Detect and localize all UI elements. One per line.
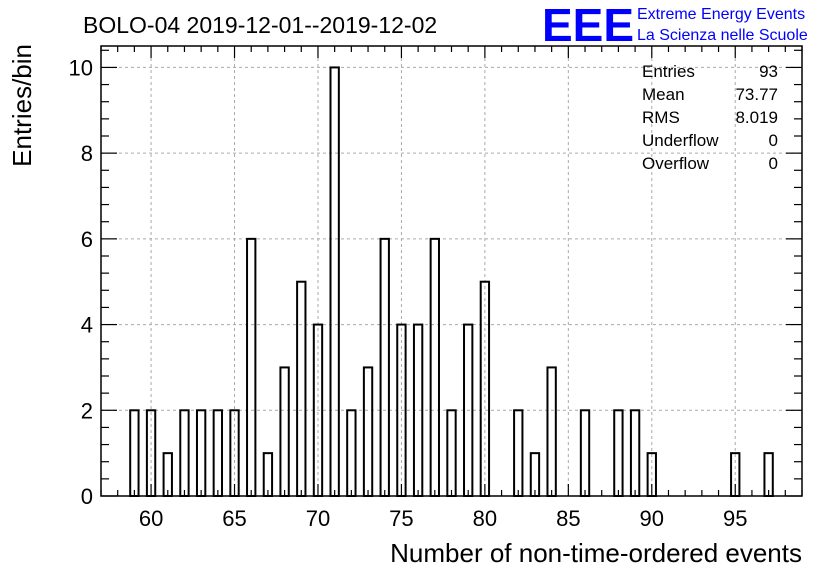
eee-logo: EEE Extreme Energy Events La Scienza nel… xyxy=(542,0,808,51)
histogram-bar xyxy=(529,452,541,497)
x-tick-label: 60 xyxy=(139,506,163,531)
y-tick-label: 8 xyxy=(81,141,93,166)
x-tick-label: 70 xyxy=(306,506,330,531)
stats-overflow-value: 0 xyxy=(769,154,778,173)
stats-rms-value: 8.019 xyxy=(735,108,778,127)
histogram-bar xyxy=(262,452,274,497)
y-axis-label: Entries/bin xyxy=(7,44,37,167)
logo-line-2: La Scienza nelle Scuole xyxy=(637,27,808,44)
stats-entries-label: Entries xyxy=(642,62,695,81)
histogram-bar xyxy=(379,237,390,497)
y-tick-label: 10 xyxy=(69,55,93,80)
x-tick-label: 65 xyxy=(222,506,246,531)
histogram-bar xyxy=(246,237,257,497)
histogram-bar xyxy=(613,409,624,497)
histogram-bar xyxy=(329,66,340,498)
plot-frame xyxy=(100,45,803,497)
histogram-bar xyxy=(212,409,224,497)
stats-box: Entries 93 Mean 73.77 RMS 8.019 Underflo… xyxy=(642,62,778,173)
histogram-bar xyxy=(162,452,173,497)
y-tick-label: 6 xyxy=(81,227,93,252)
histogram-bar xyxy=(629,409,641,497)
histogram-bar xyxy=(362,366,374,497)
histogram-bar xyxy=(129,409,140,497)
stats-rms-label: RMS xyxy=(642,108,680,127)
logo-mark: EEE xyxy=(542,0,634,51)
stats-underflow-value: 0 xyxy=(769,131,778,150)
histogram-bar xyxy=(195,409,207,497)
y-tick-label: 2 xyxy=(81,398,93,423)
x-tick-label: 85 xyxy=(556,506,580,531)
stats-underflow-label: Underflow xyxy=(642,131,719,150)
histogram-bar xyxy=(446,409,457,497)
stats-mean-value: 73.77 xyxy=(735,85,778,104)
x-tick-label: 95 xyxy=(723,506,747,531)
x-tick-label: 80 xyxy=(473,506,497,531)
x-axis-label: Number of non-time-ordered events xyxy=(390,538,802,568)
stats-mean-label: Mean xyxy=(642,85,685,104)
grid xyxy=(101,46,802,497)
chart-title: BOLO-04 2019-12-01--2019-12-02 xyxy=(83,12,437,38)
histogram-bar xyxy=(145,409,157,497)
x-tick-label: 75 xyxy=(389,506,413,531)
histogram-bar xyxy=(179,409,190,497)
y-tick-label: 4 xyxy=(81,313,93,338)
ticks: 60 65 70 75 80 85 90 95 0 2 4 6 8 10 xyxy=(69,46,803,531)
histogram-bar xyxy=(579,409,591,497)
histogram-bar xyxy=(279,366,290,497)
histogram-bar xyxy=(763,452,774,497)
y-tick-label: 0 xyxy=(81,484,93,509)
x-tick-label: 90 xyxy=(640,506,664,531)
logo-line-1: Extreme Energy Events xyxy=(637,6,805,23)
histogram-bar xyxy=(296,280,307,498)
histogram-bar xyxy=(546,366,557,497)
histogram-bar xyxy=(429,237,440,497)
histogram-bar xyxy=(229,409,240,497)
histogram-bar xyxy=(346,409,357,497)
histogram-bar xyxy=(513,409,524,497)
stats-overflow-label: Overflow xyxy=(642,154,710,173)
stats-entries-value: 93 xyxy=(759,62,778,81)
